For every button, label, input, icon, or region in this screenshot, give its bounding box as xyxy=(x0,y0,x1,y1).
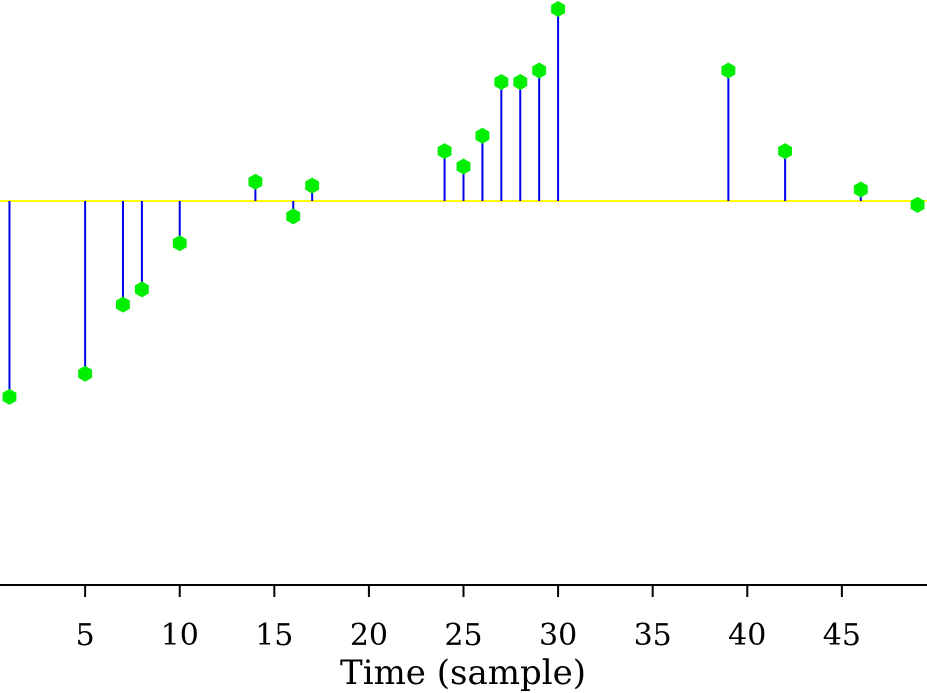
x-axis-title: Time (sample) xyxy=(340,653,586,693)
x-tick-label: 25 xyxy=(444,618,482,653)
data-point-marker xyxy=(116,296,130,313)
data-point-marker xyxy=(456,158,471,175)
data-point-marker xyxy=(134,281,149,298)
data-point-marker xyxy=(778,143,793,160)
x-tick-label: 35 xyxy=(634,618,672,653)
data-point-marker xyxy=(78,365,93,382)
data-point-marker xyxy=(305,177,320,194)
x-axis: 5 10 15 20 25 30 35 40 45 xyxy=(0,584,927,653)
data-point-marker xyxy=(286,208,301,225)
x-tick-label: 45 xyxy=(823,618,861,653)
data-point-marker xyxy=(2,388,17,405)
data-point-marker xyxy=(513,73,528,90)
markers-layer xyxy=(2,1,925,405)
data-point-marker xyxy=(721,62,736,79)
x-tick-label: 15 xyxy=(255,618,293,653)
data-point-marker xyxy=(172,235,187,252)
data-point-marker xyxy=(551,1,566,17)
data-point-marker xyxy=(853,181,868,198)
x-tick-label: 30 xyxy=(539,618,577,653)
data-point-marker xyxy=(532,62,547,79)
data-point-marker xyxy=(437,143,452,160)
x-tick-label: 10 xyxy=(161,618,199,653)
stems-layer xyxy=(8,9,919,397)
data-point-marker xyxy=(494,73,509,90)
x-tick-label: 40 xyxy=(728,618,766,653)
data-point-marker xyxy=(910,196,925,213)
data-point-marker xyxy=(248,173,263,190)
x-tick-label: 5 xyxy=(76,618,95,653)
x-tick-label: 20 xyxy=(350,618,388,653)
data-point-marker xyxy=(475,127,490,144)
